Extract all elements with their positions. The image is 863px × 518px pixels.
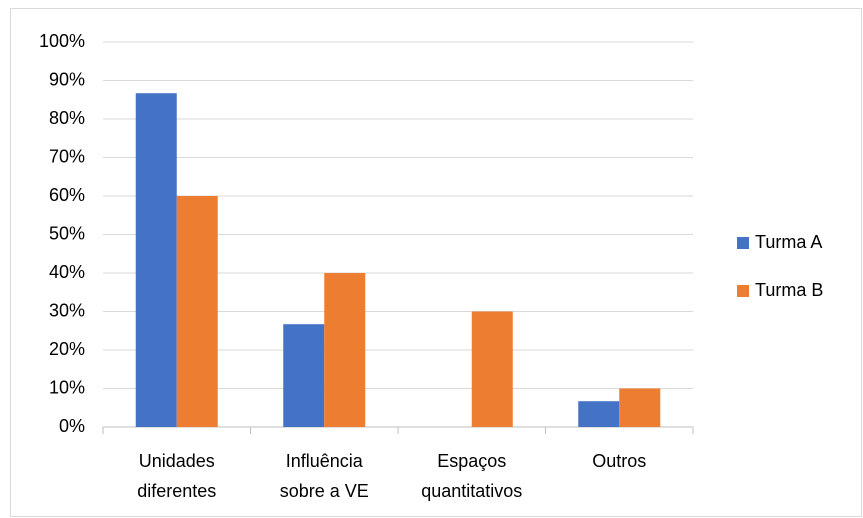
y-tick-label: 10% [49, 377, 85, 397]
x-tick-label-line: Unidades [139, 451, 215, 471]
x-tick-label: Espaços quantitativos [421, 451, 522, 501]
bar [176, 196, 218, 427]
x-tick-label-line: Espaços [437, 451, 506, 471]
y-tick-label: 50% [49, 223, 85, 243]
y-tick-label: 20% [49, 339, 85, 359]
bar [135, 93, 177, 427]
y-tick-label: 0% [59, 416, 85, 436]
x-tick-label: Unidades diferentes [137, 451, 216, 501]
y-tick-label: 70% [49, 146, 85, 166]
x-tick-label-line: quantitativos [421, 481, 522, 501]
bar [471, 311, 513, 427]
x-tick-label-line: Influência [286, 451, 364, 471]
x-tick-label-line: diferentes [137, 481, 216, 501]
x-tick-label: Outros [592, 451, 646, 471]
bar [324, 273, 366, 427]
x-tick-label-line: Outros [592, 451, 646, 471]
y-tick-label: 40% [49, 262, 85, 282]
y-tick-label: 80% [49, 108, 85, 128]
legend-label: Turma A [755, 232, 822, 252]
y-tick-label: 60% [49, 185, 85, 205]
x-tick-label: Influência sobre a VE [280, 451, 369, 501]
bar [578, 401, 620, 427]
y-tick-label: 30% [49, 300, 85, 320]
y-tick-label: 90% [49, 69, 85, 89]
legend-swatch [737, 285, 749, 297]
bar [283, 324, 325, 427]
x-tick-label-line: sobre a VE [280, 481, 369, 501]
bar [619, 388, 661, 427]
y-tick-label: 100% [39, 31, 85, 51]
legend-swatch [737, 237, 749, 249]
legend-label: Turma B [755, 280, 823, 300]
